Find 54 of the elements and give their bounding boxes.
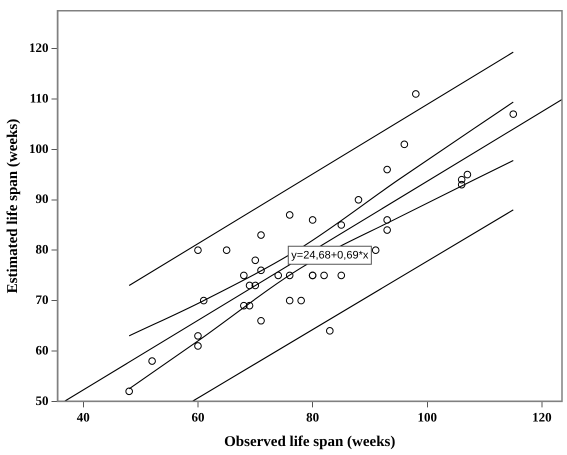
point [246,302,254,310]
annotation: y=24,68+0,69*x [291,249,369,262]
point [251,282,260,290]
y-tick-label: 120 [29,40,48,55]
point [458,180,466,188]
point [320,272,328,280]
point [383,226,391,234]
point [286,296,294,304]
point [412,90,420,98]
x-tick-label: 100 [418,410,438,425]
point [286,211,294,219]
point [240,302,248,310]
point [148,357,156,365]
point [246,282,254,290]
point [240,272,248,280]
point [464,170,472,178]
point [308,216,316,224]
y-tick-label: 70 [36,292,48,307]
x-tick-label: 40 [76,410,90,425]
point [125,388,133,396]
y-tick-label: 100 [29,140,48,156]
point [383,216,391,224]
x-axis-title: Observed life span (weeks) [224,434,396,450]
x-tick-label: 120 [532,410,552,425]
point [257,231,265,239]
point [337,221,346,229]
point [286,272,294,280]
point [458,176,466,184]
y-axis-title: Estimated life span (weeks) [4,118,21,294]
point [251,256,260,264]
point [383,166,391,174]
x-tick-label: 80 [306,410,320,425]
point [354,196,362,204]
point [274,272,282,280]
point [372,246,380,254]
point [194,332,202,340]
point [257,316,265,325]
y-tick-label: 80 [36,242,48,257]
x-tick-label: 60 [191,410,204,425]
point [222,246,230,254]
line-series [128,101,514,336]
point [326,327,334,335]
y-tick-label: 60 [36,342,48,358]
y-tick-label: 50 [36,392,48,408]
y-tick-label: 90 [36,191,48,206]
point [200,296,208,304]
point [257,266,265,274]
point [337,272,346,280]
point [400,140,408,148]
point [194,342,202,350]
point [509,110,518,118]
point [194,246,202,254]
y-tick-label: 110 [30,90,48,106]
point [297,296,305,304]
